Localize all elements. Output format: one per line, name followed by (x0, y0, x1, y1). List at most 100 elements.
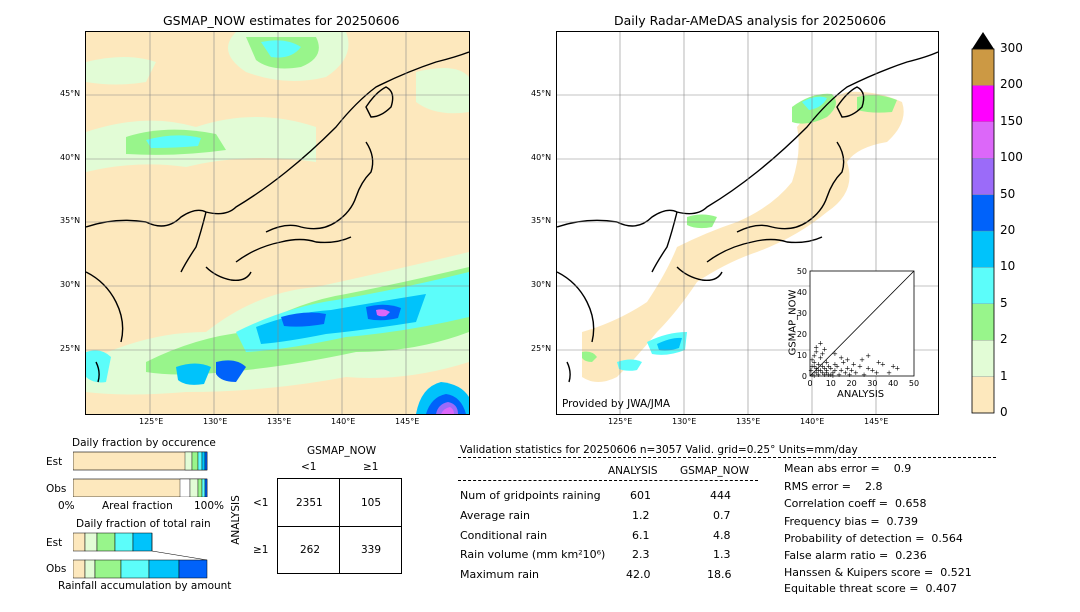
colorbar-label: 300 (1000, 41, 1023, 55)
scatter-point: + (817, 339, 823, 347)
scatter-point: + (811, 372, 817, 380)
scatter-xlabel: ANALYSIS (837, 389, 885, 400)
provider-label: Provided by JWA/JMA (562, 398, 671, 410)
occurrence-est-label: Est (46, 456, 63, 468)
scatter-point: + (817, 367, 823, 375)
scatter-point: + (849, 367, 855, 375)
colorbar-label: 150 (1000, 113, 1023, 128)
total-bars (73, 532, 208, 579)
stat-rain-volume-analysis: 2.3 (632, 548, 650, 561)
score-rms-error: RMS error = 2.8 (784, 480, 883, 493)
stat-row-maximum-rain: Maximum rain (460, 568, 539, 581)
scatter-point: + (832, 350, 838, 358)
scatter-point: + (820, 350, 826, 358)
contingency-col-lt1: <1 (301, 461, 317, 473)
colorbar-segments (971, 48, 995, 414)
scatter-point: + (847, 371, 853, 379)
stat-maximum-rain-gsmap: 18.6 (707, 568, 732, 581)
colorbar-segment (971, 194, 995, 232)
stat-rain-volume-gsmap: 1.3 (713, 548, 731, 561)
scatter-point: + (845, 356, 851, 364)
scatter-xtick: 20 (847, 379, 857, 388)
scatter-point: + (857, 363, 863, 371)
right-lon-label-135: 135°E (736, 417, 761, 426)
stat-num-gridpoints-analysis: 601 (630, 489, 651, 502)
contingency-row-lt1: <1 (253, 497, 269, 509)
scatter-point: + (861, 371, 867, 379)
contingency-row-ge1: ≥1 (253, 544, 269, 556)
colorbar-label: 100 (1000, 150, 1023, 165)
scatter-point: + (809, 356, 815, 364)
stat-average-rain-analysis: 1.2 (632, 509, 650, 522)
scatter-point: + (815, 360, 821, 368)
scatter-point: + (865, 352, 871, 360)
scatter-point: + (845, 365, 851, 373)
contingency-cell-b: 105 (361, 497, 382, 509)
colorbar-segment (971, 267, 995, 304)
scatter-point: + (834, 363, 840, 371)
validation-sub-divider (458, 480, 758, 481)
right-lon-label-140: 140°E (800, 417, 825, 426)
left-precip-map (86, 32, 469, 414)
scatter-point: + (824, 358, 830, 366)
stat-maximum-rain-analysis: 42.0 (626, 568, 651, 581)
scatter-ytick: 0 (802, 372, 807, 381)
score-mean-abs-error: Mean abs error = 0.9 (784, 462, 912, 475)
scatter-point: + (828, 365, 834, 373)
right-lat-label-45: 45°N (531, 89, 552, 98)
right-lon-label-145: 145°E (864, 417, 889, 426)
colorbar-labels: 0 1 2 5 10 20 50 100 150 200 300 (1000, 30, 1060, 420)
scatter-plot: ++++++++++++++++++++++++++++++++++++++++… (797, 267, 919, 388)
scatter-xtick: 10 (826, 379, 836, 388)
score-frequency-bias: Frequency bias = 0.739 (784, 515, 919, 528)
scatter-point: + (815, 367, 821, 375)
colorbar-label: 0 (1000, 405, 1008, 419)
colorbar-label: 200 (1000, 77, 1023, 92)
colorbar-label: 10 (1000, 259, 1016, 274)
scatter-point: + (808, 367, 814, 375)
validation-col-gsmap: GSMAP_NOW (680, 465, 750, 477)
scatter-ytick: 30 (797, 309, 807, 318)
contingency-grid: 2351 105 262 339 (277, 478, 402, 574)
validation-col-analysis: ANALYSIS (608, 465, 658, 477)
stat-row-average-rain: Average rain (460, 509, 530, 522)
colorbar-segment (971, 340, 995, 377)
scatter-point: + (832, 360, 838, 368)
total-est-label: Est (46, 537, 63, 549)
scatter-point: + (809, 363, 815, 371)
score-hanssen-kuipers: Hanssen & Kuipers score = 0.521 (784, 566, 972, 579)
colorbar-segment (971, 48, 995, 86)
left-lat-label-45: 45°N (60, 89, 81, 98)
score-probability-detection: Probability of detection = 0.564 (784, 532, 963, 545)
scatter-point: + (813, 348, 819, 356)
occurrence-axis-mid: Areal fraction (102, 500, 173, 512)
left-map (85, 31, 470, 415)
scatter-point: + (813, 344, 819, 352)
colorbar-segment (971, 376, 995, 414)
left-lon-label-140: 140°E (331, 417, 356, 426)
scatter-point: + (809, 371, 815, 379)
contingency-header: GSMAP_NOW (307, 445, 377, 457)
total-title: Daily fraction of total rain (76, 518, 211, 530)
occurrence-title: Daily fraction by occurence (72, 437, 216, 449)
scatter-ylabel: GSMAP_NOW (787, 289, 799, 356)
left-map-title: GSMAP_NOW estimates for 20250606 (163, 13, 400, 28)
right-lat-label-25: 25°N (531, 344, 552, 353)
occurrence-bars (73, 451, 208, 497)
right-lat-label-35: 35°N (531, 216, 552, 225)
stat-average-rain-gsmap: 0.7 (713, 509, 731, 522)
occurrence-axis-right: 100% (194, 500, 225, 512)
left-lon-label-130: 130°E (203, 417, 228, 426)
stat-conditional-rain-gsmap: 4.8 (713, 529, 731, 542)
stat-num-gridpoints-gsmap: 444 (710, 489, 731, 502)
scatter-point: + (830, 372, 836, 380)
occurrence-obs-label: Obs (46, 483, 67, 495)
scatter-point: + (811, 363, 817, 371)
scatter-point: + (840, 358, 846, 366)
left-lat-label-35: 35°N (60, 216, 81, 225)
score-false-alarm-ratio: False alarm ratio = 0.236 (784, 549, 927, 562)
colorbar (970, 30, 1030, 420)
scatter-point: + (880, 360, 886, 368)
validation-divider (458, 457, 996, 458)
scatter-point: + (813, 365, 819, 373)
